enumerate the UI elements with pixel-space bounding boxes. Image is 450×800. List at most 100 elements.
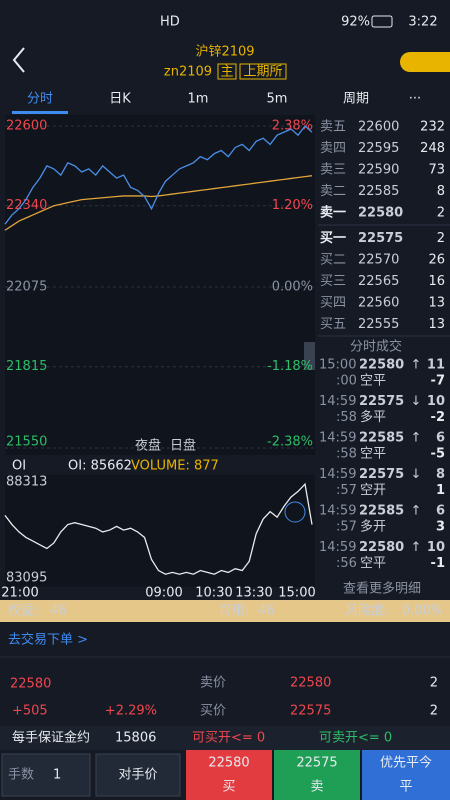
can-sell: 可卖开<= 0 xyxy=(319,731,392,746)
price-tick: 21815 xyxy=(6,359,47,374)
sell-button[interactable] xyxy=(274,750,360,800)
collapse-handle[interactable] xyxy=(304,342,315,370)
book-label: 卖四 xyxy=(320,141,346,156)
tag-box xyxy=(239,63,287,80)
battery-icon xyxy=(371,15,393,28)
oi-tick: 88313 xyxy=(6,475,47,490)
tag: 上期所 xyxy=(243,65,282,80)
trade-price: 22585 xyxy=(359,504,404,519)
qty-label: 手数 xyxy=(8,768,34,783)
trade-sec: :56 xyxy=(336,556,357,571)
book-label: 卖五 xyxy=(320,120,346,135)
price-type[interactable] xyxy=(95,753,181,797)
ask-volume: 2 xyxy=(430,676,438,691)
risk: 0.00% xyxy=(402,604,443,619)
tag-box xyxy=(217,63,237,80)
trade-oi: 3 xyxy=(436,520,445,535)
trade-kind: 空平 xyxy=(360,556,386,571)
account-bar xyxy=(0,600,450,622)
trade-oi: -2 xyxy=(431,410,445,425)
trade-time: 14:59 xyxy=(319,540,356,555)
trade-kind: 空开 xyxy=(360,483,386,498)
book-label: 买二 xyxy=(320,253,346,268)
sell-label: 卖 xyxy=(310,780,323,795)
book-volume: 232 xyxy=(420,120,445,135)
last-price: 22580 xyxy=(10,677,51,692)
tab[interactable]: 周期 xyxy=(343,92,369,107)
available: 46 xyxy=(258,604,275,619)
code: zn2109 xyxy=(164,65,212,80)
x-tick: 21:00 xyxy=(1,586,38,601)
book-price: 22590 xyxy=(358,163,399,178)
pct-tick: 0.00% xyxy=(272,280,313,295)
battery: 92% xyxy=(341,15,370,30)
clock: 3:22 xyxy=(408,15,437,30)
trade-link[interactable]: 去交易下单 > xyxy=(8,632,88,648)
tab-indicator xyxy=(12,111,68,114)
price-tick: 22340 xyxy=(6,198,47,213)
book-volume: 8 xyxy=(437,184,445,199)
x-tick: 10:30 xyxy=(195,586,232,601)
book-volume: 13 xyxy=(428,296,445,311)
expand-button[interactable] xyxy=(284,501,306,523)
book-label: 买四 xyxy=(320,296,346,311)
back-button[interactable] xyxy=(12,47,25,73)
trade-time: 14:59 xyxy=(319,394,356,409)
risk-label: 风险度: xyxy=(345,603,388,619)
close-button[interactable] xyxy=(362,750,450,800)
trade-time: 14:59 xyxy=(319,431,356,446)
tab[interactable]: 日K xyxy=(109,92,131,107)
pct-tick: 1.20% xyxy=(272,198,313,213)
pct-tick: -2.38% xyxy=(267,435,313,450)
buy-price: 22580 xyxy=(208,756,249,771)
tab[interactable]: 1m xyxy=(188,92,209,107)
title: 沪锌2109 xyxy=(195,44,254,60)
margin-label: 每手保证金约 xyxy=(12,730,90,746)
trade-oi: -5 xyxy=(431,447,445,462)
close-label: 优先平今 xyxy=(380,755,432,771)
book-label: 买一 xyxy=(320,231,346,246)
pct-tick: 2.38% xyxy=(272,119,313,134)
tag: 主 xyxy=(220,65,233,80)
trade-price: 22585 xyxy=(359,431,404,446)
can-buy: 可买开<= 0 xyxy=(192,731,265,746)
sell-price: 22575 xyxy=(296,756,337,771)
book-price: 22575 xyxy=(358,231,403,246)
ask: 22580 xyxy=(290,676,331,691)
trade-arrow: ↑ xyxy=(411,358,422,373)
buy-label: 买 xyxy=(222,780,235,795)
book-price: 22560 xyxy=(358,296,399,311)
book-volume: 248 xyxy=(420,141,445,156)
book-volume: 13 xyxy=(428,317,445,332)
trade-sec: :57 xyxy=(336,520,357,535)
tab[interactable]: ··· xyxy=(409,92,421,107)
tab[interactable]: 5m xyxy=(267,92,288,107)
flash-order-button[interactable] xyxy=(400,52,450,72)
buy-button[interactable] xyxy=(186,750,272,800)
oi-label: OI xyxy=(12,459,26,474)
book-volume: 2 xyxy=(437,206,445,221)
equity: 46 xyxy=(50,604,67,619)
trade-oi: -7 xyxy=(431,374,445,389)
book-label: 买三 xyxy=(320,274,346,289)
trade-price: 22575 xyxy=(359,467,404,482)
bid-volume: 2 xyxy=(430,704,438,719)
qty-box[interactable] xyxy=(1,753,91,797)
oi-line xyxy=(4,482,313,575)
book-volume: 2 xyxy=(437,231,445,246)
oi-tick: 83095 xyxy=(6,571,47,586)
more-details[interactable]: 查看更多明细 xyxy=(343,581,421,597)
tab[interactable]: 分时 xyxy=(27,92,53,107)
book-label: 卖三 xyxy=(320,163,346,178)
trade-kind: 多开 xyxy=(360,519,386,535)
change: +505 xyxy=(12,704,48,719)
volume-text: VOLUME: 877 xyxy=(131,459,219,474)
trade-volume: 6 xyxy=(436,431,445,446)
price-tick: 22600 xyxy=(6,119,47,134)
trade-volume: 11 xyxy=(427,358,445,373)
trade-volume: 10 xyxy=(427,540,445,555)
bid: 22575 xyxy=(290,704,331,719)
trade-price: 22580 xyxy=(359,358,404,373)
